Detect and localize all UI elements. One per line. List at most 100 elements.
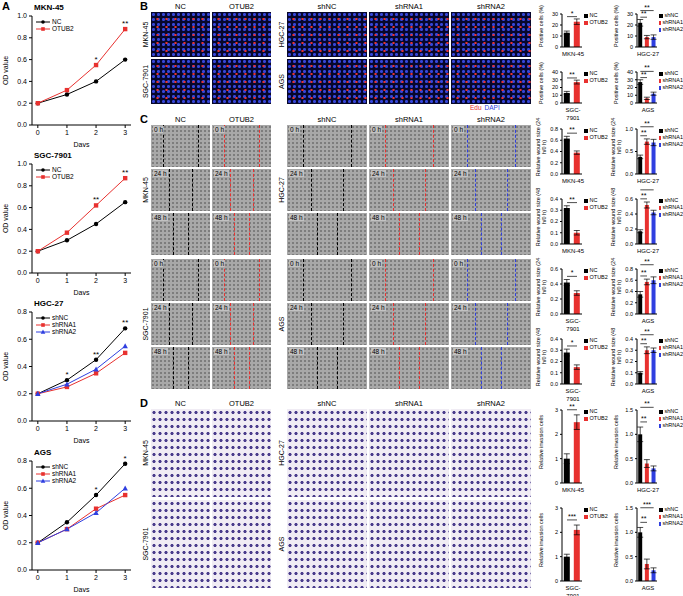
svg-text:0.6: 0.6 [17, 204, 27, 211]
svg-text:1: 1 [65, 129, 69, 136]
svg-text:0.2: 0.2 [17, 100, 27, 107]
svg-text:OD value: OD value [8, 56, 9, 85]
svg-text:1: 1 [65, 425, 69, 432]
svg-text:*: * [571, 339, 574, 346]
svg-text:0.0: 0.0 [17, 417, 27, 424]
svg-text:**: ** [641, 192, 647, 199]
svg-text:**: ** [641, 129, 647, 136]
svg-text:**: ** [641, 415, 647, 422]
svg-text:OD value: OD value [8, 501, 9, 530]
svg-text:0.5: 0.5 [625, 554, 633, 560]
svg-text:2: 2 [94, 574, 98, 581]
svg-text:2: 2 [555, 431, 558, 437]
svg-text:20: 20 [552, 22, 558, 28]
svg-text:*: * [571, 269, 574, 276]
svg-text:0.6: 0.6 [17, 336, 27, 343]
svg-text:**: ** [644, 187, 650, 190]
svg-text:0.0: 0.0 [625, 171, 633, 177]
svg-text:Days: Days [74, 437, 90, 443]
svg-text:30: 30 [627, 77, 633, 83]
svg-text:**: ** [122, 318, 128, 327]
svg-text:2: 2 [555, 529, 558, 535]
svg-text:**: ** [644, 258, 650, 265]
svg-text:20: 20 [552, 84, 558, 90]
svg-text:0.2: 0.2 [17, 248, 27, 255]
svg-text:**: ** [569, 126, 575, 133]
svg-text:10: 10 [552, 92, 558, 98]
svg-text:0.2: 0.2 [625, 226, 633, 232]
svg-text:1.0: 1.0 [625, 529, 633, 535]
svg-text:0.4: 0.4 [625, 211, 633, 217]
svg-text:***: *** [643, 501, 651, 508]
svg-text:**: ** [644, 64, 650, 71]
svg-text:0.0: 0.0 [550, 311, 558, 317]
svg-text:0: 0 [555, 578, 558, 584]
svg-text:3: 3 [123, 574, 127, 581]
svg-text:0.4: 0.4 [550, 281, 558, 287]
svg-text:30: 30 [627, 11, 633, 17]
svg-text:40: 40 [552, 69, 558, 75]
svg-text:10: 10 [552, 33, 558, 39]
svg-text:0.0: 0.0 [550, 171, 558, 177]
svg-text:0.8: 0.8 [17, 34, 27, 41]
svg-text:0.0: 0.0 [17, 121, 27, 128]
svg-text:0.4: 0.4 [550, 336, 558, 342]
svg-text:0.4: 0.4 [550, 196, 558, 202]
svg-text:*: * [94, 55, 97, 64]
svg-text:0.8: 0.8 [625, 266, 633, 272]
svg-text:0.5: 0.5 [625, 456, 633, 462]
svg-text:1.5: 1.5 [625, 505, 633, 511]
svg-text:0: 0 [36, 129, 40, 136]
svg-text:**: ** [122, 168, 128, 177]
svg-text:**: ** [569, 403, 575, 410]
svg-text:0.0: 0.0 [625, 241, 633, 247]
svg-text:**: ** [644, 328, 650, 335]
svg-text:0.3: 0.3 [550, 207, 558, 213]
svg-text:*: * [94, 485, 97, 494]
svg-text:*: * [571, 10, 574, 17]
svg-text:*: * [65, 370, 68, 379]
svg-text:0.0: 0.0 [17, 566, 27, 573]
svg-text:**: ** [641, 269, 647, 276]
svg-text:0.2: 0.2 [550, 296, 558, 302]
svg-text:0.5: 0.5 [625, 148, 633, 154]
svg-text:0.0: 0.0 [625, 578, 633, 584]
svg-text:20: 20 [627, 22, 633, 28]
svg-text:1.0: 1.0 [17, 160, 27, 167]
svg-text:0: 0 [555, 44, 558, 50]
svg-text:0.2: 0.2 [625, 358, 633, 364]
svg-text:1: 1 [65, 277, 69, 284]
svg-text:30: 30 [552, 77, 558, 83]
svg-text:0.0: 0.0 [550, 241, 558, 247]
svg-text:1: 1 [65, 574, 69, 581]
svg-text:3: 3 [123, 425, 127, 432]
svg-text:0.4: 0.4 [550, 148, 558, 154]
svg-text:20: 20 [627, 84, 633, 90]
svg-text:2: 2 [94, 129, 98, 136]
svg-text:0.6: 0.6 [550, 266, 558, 272]
svg-text:0.8: 0.8 [17, 457, 27, 464]
svg-text:1: 1 [555, 456, 558, 462]
svg-text:0.0: 0.0 [550, 381, 558, 387]
svg-text:**: ** [641, 337, 647, 344]
svg-text:40: 40 [627, 69, 633, 75]
svg-text:**: ** [644, 120, 650, 127]
svg-text:0.6: 0.6 [625, 277, 633, 283]
svg-text:**: ** [93, 350, 99, 359]
svg-text:0.2: 0.2 [550, 218, 558, 224]
svg-text:2: 2 [94, 425, 98, 432]
svg-text:**: ** [569, 196, 575, 203]
svg-text:0.2: 0.2 [550, 160, 558, 166]
svg-text:0.1: 0.1 [550, 370, 558, 376]
svg-text:1.0: 1.0 [625, 126, 633, 132]
svg-text:0.0: 0.0 [625, 311, 633, 317]
svg-text:0.3: 0.3 [625, 347, 633, 353]
svg-text:**: ** [569, 71, 575, 78]
svg-text:0.2: 0.2 [625, 300, 633, 306]
svg-text:0.1: 0.1 [550, 230, 558, 236]
svg-text:0.4: 0.4 [17, 512, 27, 519]
svg-text:0.2: 0.2 [550, 358, 558, 364]
svg-text:0.6: 0.6 [17, 56, 27, 63]
svg-text:3: 3 [555, 407, 558, 413]
svg-text:**: ** [641, 515, 647, 522]
